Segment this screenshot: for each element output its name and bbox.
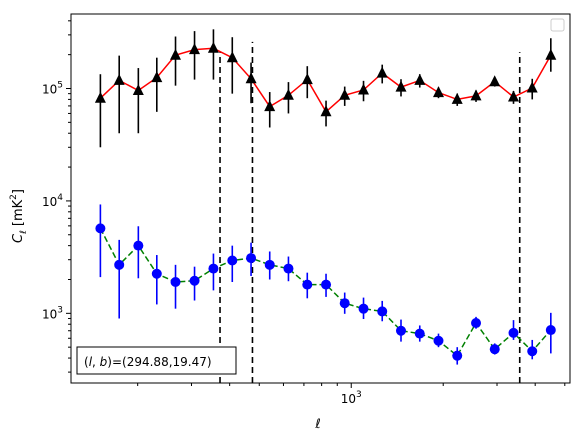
data-point	[301, 73, 313, 85]
annotation-box: (l, b)=(294.88,19.47)	[76, 346, 237, 375]
vertical-lines	[219, 41, 521, 383]
data-point	[470, 89, 482, 101]
data-point	[320, 105, 332, 117]
data-point	[133, 240, 144, 251]
data-point	[508, 327, 519, 338]
y-tick-label: 105	[42, 81, 63, 97]
data-point	[114, 259, 125, 270]
data-point	[395, 325, 406, 336]
data-point	[377, 306, 388, 317]
data-point	[358, 303, 369, 314]
data-point	[545, 48, 557, 60]
data-point	[132, 84, 144, 95]
data-point	[358, 83, 369, 95]
data-point	[376, 66, 388, 78]
data-point	[526, 81, 538, 93]
y-axis-label: Cℓ [mK2]	[9, 189, 29, 243]
data-point	[471, 318, 482, 329]
data-point	[245, 72, 257, 84]
y-tick-label: 103	[42, 305, 63, 321]
data-point	[170, 276, 181, 287]
data-point	[489, 344, 500, 355]
data-point	[283, 263, 294, 274]
axes-frame	[70, 13, 571, 384]
data-point	[545, 325, 556, 336]
series-layer	[94, 29, 557, 365]
data-point	[302, 279, 313, 290]
legend-box	[550, 18, 565, 32]
series-1	[94, 29, 557, 148]
data-point	[207, 41, 219, 53]
data-point	[508, 90, 519, 102]
data-point	[208, 263, 219, 274]
series-2	[95, 204, 556, 365]
data-point	[227, 255, 238, 266]
data-point	[189, 43, 200, 55]
data-point	[433, 335, 444, 346]
data-point	[452, 350, 463, 361]
data-point	[95, 223, 106, 234]
data-point	[489, 75, 501, 87]
data-point	[189, 275, 200, 286]
x-axis-label: ℓ	[314, 417, 320, 432]
data-point	[339, 298, 350, 309]
data-point	[113, 73, 125, 85]
data-point	[414, 328, 425, 339]
data-point	[339, 88, 351, 100]
data-point	[527, 346, 538, 357]
x-tick-label: 103	[341, 390, 362, 406]
data-point	[226, 51, 238, 63]
y-tick-label: 104	[42, 193, 63, 209]
data-point	[264, 259, 275, 270]
data-point	[94, 91, 106, 103]
data-point	[282, 88, 294, 100]
data-point	[151, 268, 162, 279]
data-point	[321, 279, 332, 290]
data-point	[451, 92, 463, 104]
data-point	[151, 71, 163, 83]
axis-ticks: 103 104 105 103	[42, 20, 566, 406]
data-point	[264, 100, 276, 112]
data-point	[170, 48, 181, 60]
data-point	[414, 73, 426, 85]
annotation-text: (l, b)=(294.88,19.47)	[84, 355, 212, 369]
data-point	[395, 80, 407, 92]
data-point	[433, 86, 444, 98]
data-point	[246, 253, 257, 264]
